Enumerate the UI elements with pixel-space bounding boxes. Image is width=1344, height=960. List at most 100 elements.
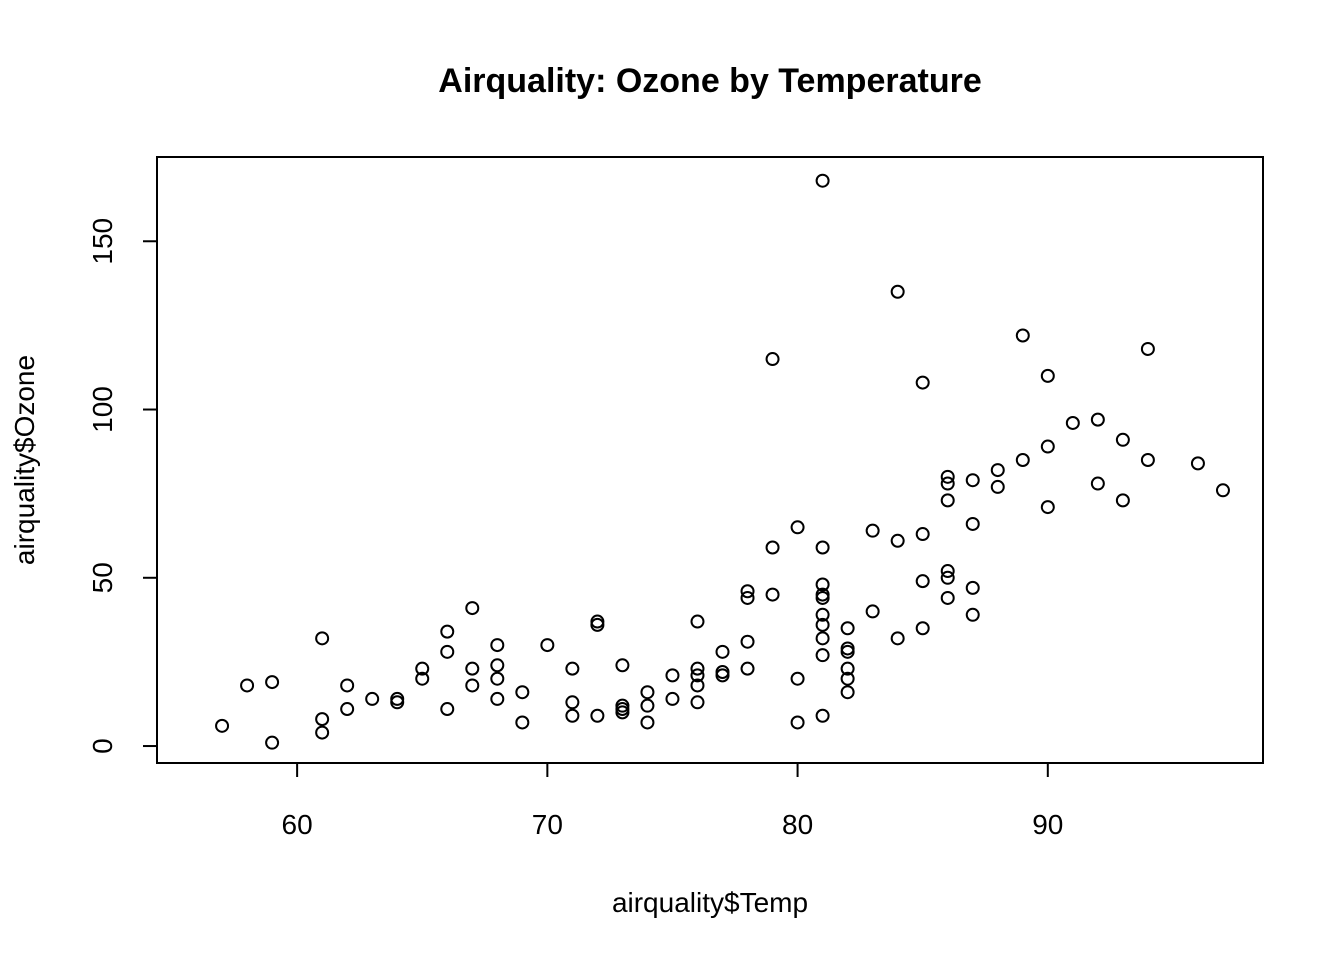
data-point: [590, 708, 605, 723]
data-point: [865, 523, 880, 538]
data-point: [1115, 493, 1130, 508]
data-point: [940, 469, 955, 484]
data-point: [790, 520, 805, 535]
data-point: [815, 540, 830, 555]
data-point: [965, 580, 980, 595]
data-point: [840, 685, 855, 700]
data-point: [315, 725, 330, 740]
data-point: [1015, 328, 1030, 343]
data-point: [990, 463, 1005, 478]
data-point: [415, 671, 430, 686]
data-point: [815, 607, 830, 622]
data-point: [1140, 341, 1155, 356]
data-point: [715, 644, 730, 659]
data-point: [665, 668, 680, 683]
data-point: [840, 621, 855, 636]
data-point: [665, 691, 680, 706]
data-point: [1090, 476, 1105, 491]
data-point: [690, 661, 705, 676]
data-point: [890, 631, 905, 646]
data-point: [1065, 415, 1080, 430]
y-tick-label: 50: [87, 562, 118, 593]
data-point: [690, 614, 705, 629]
data-point: [790, 715, 805, 730]
data-point: [915, 574, 930, 589]
data-point: [815, 648, 830, 663]
data-point: [915, 621, 930, 636]
data-point: [340, 702, 355, 717]
data-point: [615, 705, 630, 720]
data-point: [815, 708, 830, 723]
data-point: [1090, 412, 1105, 427]
data-point: [840, 661, 855, 676]
data-point: [840, 671, 855, 686]
data-point: [940, 476, 955, 491]
data-point: [265, 735, 280, 750]
data-point: [1140, 453, 1155, 467]
data-point: [465, 678, 480, 693]
data-point: [690, 668, 705, 683]
data-point: [440, 644, 455, 659]
data-point: [815, 173, 830, 188]
data-point: [1190, 456, 1205, 471]
data-point: [515, 715, 530, 730]
data-point: [490, 671, 505, 686]
data-point: [540, 638, 555, 653]
data-point: [440, 624, 455, 639]
data-points: [215, 173, 1230, 750]
data-point: [965, 607, 980, 622]
data-point: [940, 564, 955, 579]
plot-frame: [156, 156, 1264, 764]
data-point: [915, 375, 930, 390]
data-point: [815, 617, 830, 632]
data-point: [940, 570, 955, 585]
x-axis: 60 70 80 90: [282, 762, 1063, 840]
data-point: [890, 533, 905, 548]
data-point: [1015, 453, 1030, 467]
chart-title: Airquality: Ozone by Temperature: [438, 62, 981, 100]
data-point: [1115, 432, 1130, 447]
data-point: [565, 661, 580, 676]
data-point: [315, 631, 330, 646]
y-tick-label: 150: [87, 218, 118, 265]
data-point: [765, 352, 780, 367]
data-point: [840, 644, 855, 659]
data-point: [1040, 368, 1055, 383]
y-axis-label: airquality$Ozone: [9, 355, 40, 565]
data-point: [590, 617, 605, 632]
data-point: [865, 604, 880, 619]
data-point: [490, 638, 505, 653]
data-point: [790, 671, 805, 686]
data-point: [765, 587, 780, 602]
data-point: [390, 695, 405, 710]
data-point: [890, 284, 905, 299]
data-point: [215, 718, 230, 733]
x-axis-label: airquality$Temp: [612, 887, 808, 918]
x-tick-label: 60: [282, 809, 313, 840]
x-tick-label: 80: [782, 809, 813, 840]
data-point: [340, 678, 355, 693]
data-point: [815, 631, 830, 646]
data-point: [690, 695, 705, 710]
data-point: [465, 661, 480, 676]
data-point: [415, 661, 430, 676]
data-point: [965, 473, 980, 488]
data-point: [965, 516, 980, 531]
data-point: [565, 708, 580, 723]
data-point: [490, 691, 505, 706]
data-point: [315, 712, 330, 727]
data-point: [640, 685, 655, 700]
data-point: [240, 678, 255, 693]
data-point: [615, 658, 630, 673]
data-point: [490, 658, 505, 673]
data-point: [640, 715, 655, 730]
data-point: [515, 685, 530, 700]
x-tick-label: 70: [532, 809, 563, 840]
data-point: [1215, 483, 1230, 498]
data-point: [265, 675, 280, 690]
data-point: [715, 668, 730, 683]
data-point: [1040, 500, 1055, 515]
data-point: [365, 691, 380, 706]
data-point: [940, 493, 955, 508]
